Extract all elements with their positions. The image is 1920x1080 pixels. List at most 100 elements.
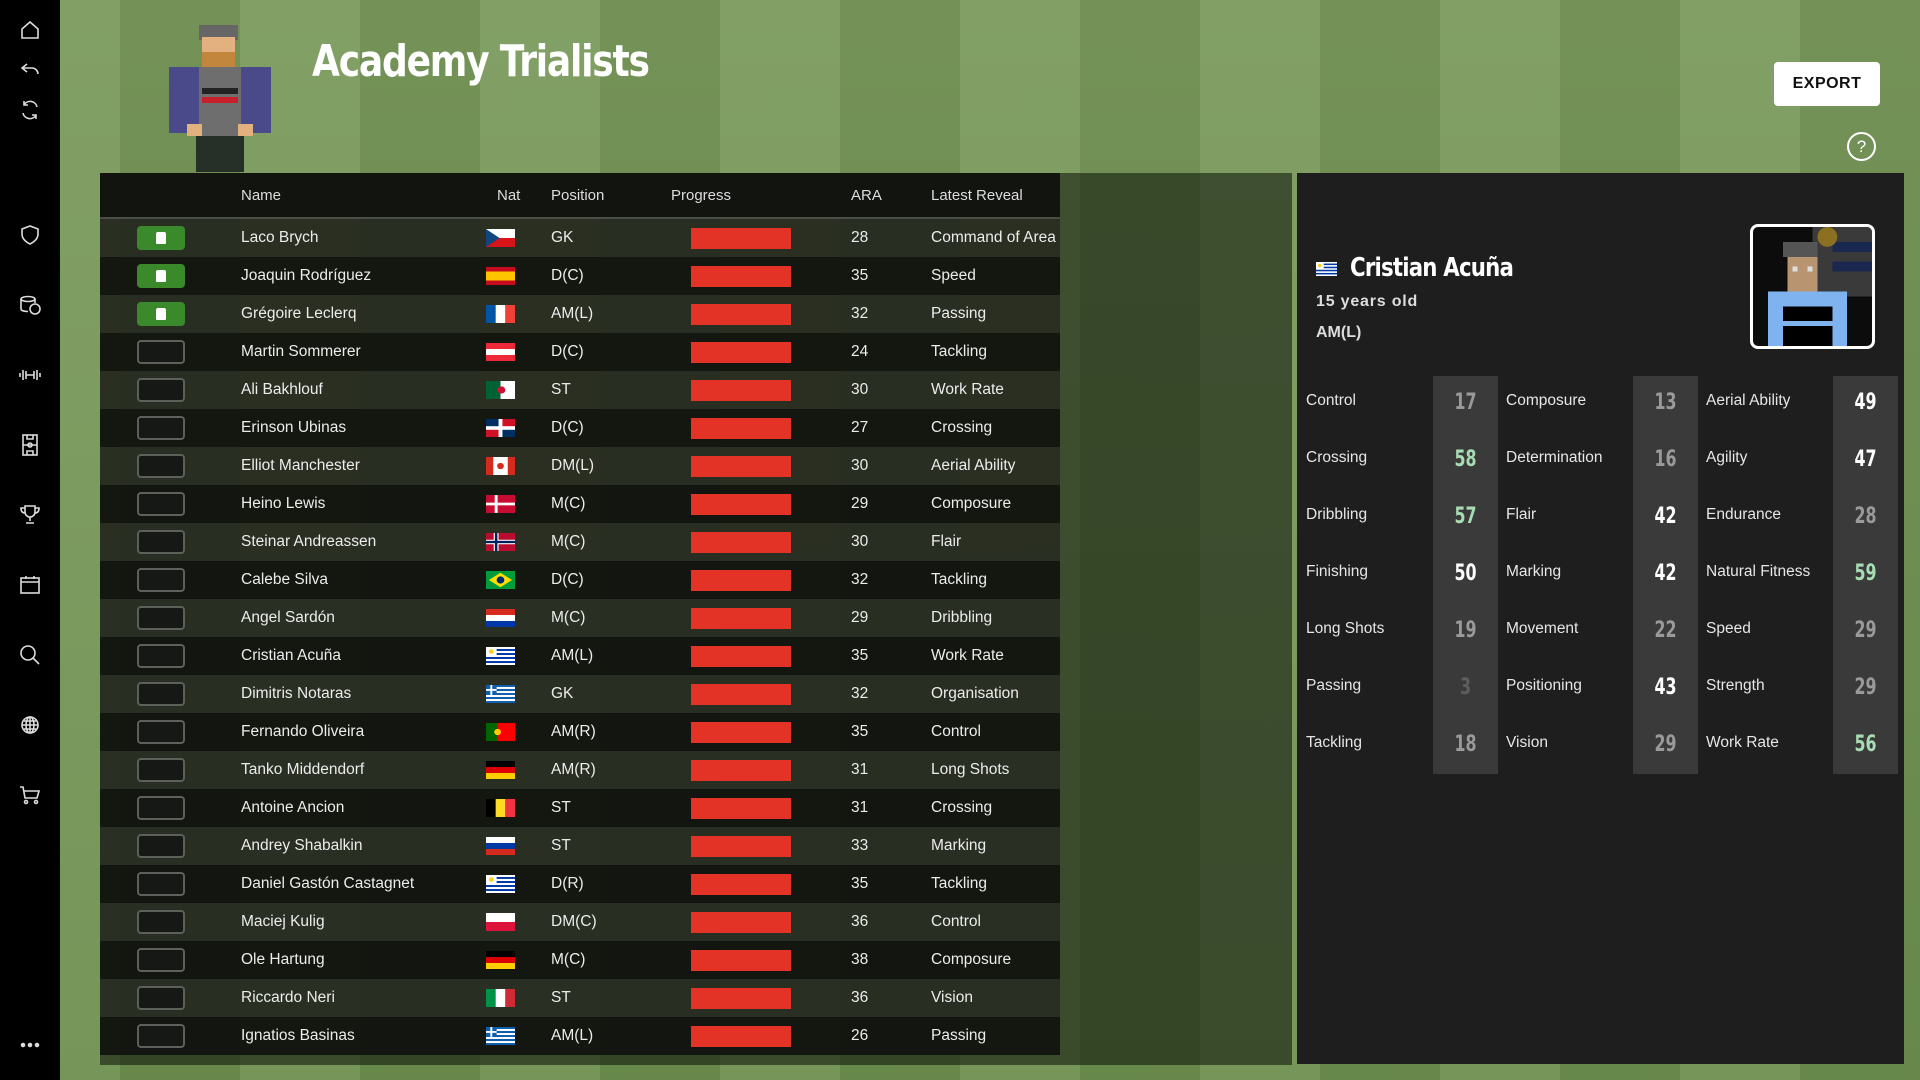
- header-position[interactable]: Position: [551, 187, 605, 204]
- sign-trialist-checkbox[interactable]: [137, 1024, 185, 1048]
- sign-trialist-checkbox[interactable]: [137, 872, 185, 896]
- player-name[interactable]: Tanko Middendorf: [241, 761, 365, 778]
- search-icon[interactable]: [15, 640, 45, 670]
- table-row[interactable]: Erinson Ubinas D(C) 27 Crossing: [100, 409, 1060, 447]
- player-name[interactable]: Antoine Ancion: [241, 799, 345, 816]
- training-icon[interactable]: [15, 360, 45, 390]
- player-name[interactable]: Elliot Manchester: [241, 457, 360, 474]
- player-position: M(C): [551, 951, 586, 968]
- shield-icon[interactable]: [15, 220, 45, 250]
- sign-trialist-checkbox[interactable]: [137, 834, 185, 858]
- player-detail-panel: Cristian Acuña 15 years old AM(L) Contro…: [1297, 173, 1904, 1064]
- player-name[interactable]: Maciej Kulig: [241, 913, 325, 930]
- sign-trialist-checkbox[interactable]: [137, 758, 185, 782]
- sign-trialist-checkbox[interactable]: [137, 340, 185, 364]
- refresh-icon[interactable]: [15, 95, 45, 125]
- help-icon[interactable]: ?: [1847, 132, 1876, 161]
- player-position: M(C): [551, 495, 586, 512]
- player-name[interactable]: Steinar Andreassen: [241, 533, 377, 550]
- attribute-label: Aerial Ability: [1706, 392, 1791, 409]
- header-progress[interactable]: Progress: [671, 187, 732, 204]
- table-row[interactable]: Maciej Kulig DM(C) 36 Control: [100, 903, 1060, 941]
- table-row[interactable]: Tanko Middendorf AM(R) 31 Long Shots: [100, 751, 1060, 789]
- progress-bar: [691, 494, 791, 515]
- table-row[interactable]: Laco Brych GK 28 Command of Area: [100, 219, 1060, 257]
- nationality-flag-icon: [486, 723, 515, 741]
- trophy-icon[interactable]: [15, 500, 45, 530]
- signed-trialist-button[interactable]: [137, 264, 185, 288]
- player-name[interactable]: Ignatios Basinas: [241, 1027, 355, 1044]
- ara-value: 30: [851, 457, 869, 474]
- table-row[interactable]: Grégoire Leclerq AM(L) 32 Passing: [100, 295, 1060, 333]
- sign-trialist-checkbox[interactable]: [137, 644, 185, 668]
- table-row[interactable]: Steinar Andreassen M(C) 30 Flair: [100, 523, 1060, 561]
- sign-trialist-checkbox[interactable]: [137, 606, 185, 630]
- player-name[interactable]: Daniel Gastón Castagnet: [241, 875, 415, 892]
- sign-trialist-checkbox[interactable]: [137, 492, 185, 516]
- header-latest-reveal[interactable]: Latest Reveal: [931, 187, 1023, 204]
- sign-trialist-checkbox[interactable]: [137, 378, 185, 402]
- table-row[interactable]: Dimitris Notaras GK 32 Organisation: [100, 675, 1060, 713]
- globe-icon[interactable]: [15, 710, 45, 740]
- header-nat[interactable]: Nat: [497, 187, 521, 204]
- player-name[interactable]: Laco Brych: [241, 229, 319, 246]
- table-row[interactable]: Calebe Silva D(C) 32 Tackling: [100, 561, 1060, 599]
- player-name[interactable]: Heino Lewis: [241, 495, 326, 512]
- sign-trialist-checkbox[interactable]: [137, 796, 185, 820]
- table-row[interactable]: Riccardo Neri ST 36 Vision: [100, 979, 1060, 1017]
- sign-trialist-checkbox[interactable]: [137, 530, 185, 554]
- progress-bar: [691, 570, 791, 591]
- player-name[interactable]: Ali Bakhlouf: [241, 381, 323, 398]
- table-row[interactable]: Daniel Gastón Castagnet D(R) 35 Tackling: [100, 865, 1060, 903]
- table-row[interactable]: Angel Sardón M(C) 29 Dribbling: [100, 599, 1060, 637]
- sign-trialist-checkbox[interactable]: [137, 986, 185, 1010]
- header-name[interactable]: Name: [241, 187, 282, 204]
- player-name[interactable]: Fernando Oliveira: [241, 723, 365, 740]
- player-name[interactable]: Dimitris Notaras: [241, 685, 352, 702]
- table-row[interactable]: Cristian Acuña AM(L) 35 Work Rate: [100, 637, 1060, 675]
- table-row[interactable]: Ole Hartung M(C) 38 Composure: [100, 941, 1060, 979]
- player-name[interactable]: Andrey Shabalkin: [241, 837, 363, 854]
- table-row[interactable]: Ignatios Basinas AM(L) 26 Passing: [100, 1017, 1060, 1055]
- table-row[interactable]: Antoine Ancion ST 31 Crossing: [100, 789, 1060, 827]
- player-name[interactable]: Joaquin Rodríguez: [241, 267, 372, 284]
- progress-bar: [691, 912, 791, 933]
- sign-trialist-checkbox[interactable]: [137, 948, 185, 972]
- cart-icon[interactable]: [15, 780, 45, 810]
- table-row[interactable]: Heino Lewis M(C) 29 Composure: [100, 485, 1060, 523]
- signed-trialist-button[interactable]: [137, 302, 185, 326]
- table-row[interactable]: Fernando Oliveira AM(R) 35 Control: [100, 713, 1060, 751]
- player-name[interactable]: Riccardo Neri: [241, 989, 335, 1006]
- pitch-icon[interactable]: [15, 430, 45, 460]
- player-name[interactable]: Ole Hartung: [241, 951, 325, 968]
- player-name[interactable]: Erinson Ubinas: [241, 419, 347, 436]
- sign-trialist-checkbox[interactable]: [137, 682, 185, 706]
- player-name[interactable]: Calebe Silva: [241, 571, 329, 588]
- more-icon[interactable]: [15, 1030, 45, 1060]
- player-name[interactable]: Angel Sardón: [241, 609, 335, 626]
- sign-trialist-checkbox[interactable]: [137, 568, 185, 592]
- undo-icon[interactable]: [15, 55, 45, 85]
- sign-trialist-checkbox[interactable]: [137, 910, 185, 934]
- home-icon[interactable]: [15, 15, 45, 45]
- table-row[interactable]: Joaquin Rodríguez D(C) 35 Speed: [100, 257, 1060, 295]
- sign-trialist-checkbox[interactable]: [137, 720, 185, 744]
- export-button[interactable]: EXPORT: [1774, 62, 1880, 106]
- finance-icon[interactable]: [15, 290, 45, 320]
- table-row[interactable]: Martin Sommerer D(C) 24 Tackling: [100, 333, 1060, 371]
- attribute-row: Work Rate 56: [1697, 718, 1897, 775]
- header-ara[interactable]: ARA: [851, 187, 882, 204]
- nationality-flag-icon: [1316, 262, 1337, 276]
- player-name[interactable]: Grégoire Leclerq: [241, 305, 357, 322]
- table-row[interactable]: Elliot Manchester DM(L) 30 Aerial Ability: [100, 447, 1060, 485]
- player-name[interactable]: Cristian Acuña: [241, 647, 341, 664]
- sign-trialist-checkbox[interactable]: [137, 454, 185, 478]
- attribute-value: 29: [1654, 732, 1677, 757]
- table-row[interactable]: Ali Bakhlouf ST 30 Work Rate: [100, 371, 1060, 409]
- calendar-icon[interactable]: [15, 570, 45, 600]
- attribute-row: Natural Fitness 59: [1697, 547, 1897, 604]
- signed-trialist-button[interactable]: [137, 226, 185, 250]
- table-row[interactable]: Andrey Shabalkin ST 33 Marking: [100, 827, 1060, 865]
- sign-trialist-checkbox[interactable]: [137, 416, 185, 440]
- player-name[interactable]: Martin Sommerer: [241, 343, 361, 360]
